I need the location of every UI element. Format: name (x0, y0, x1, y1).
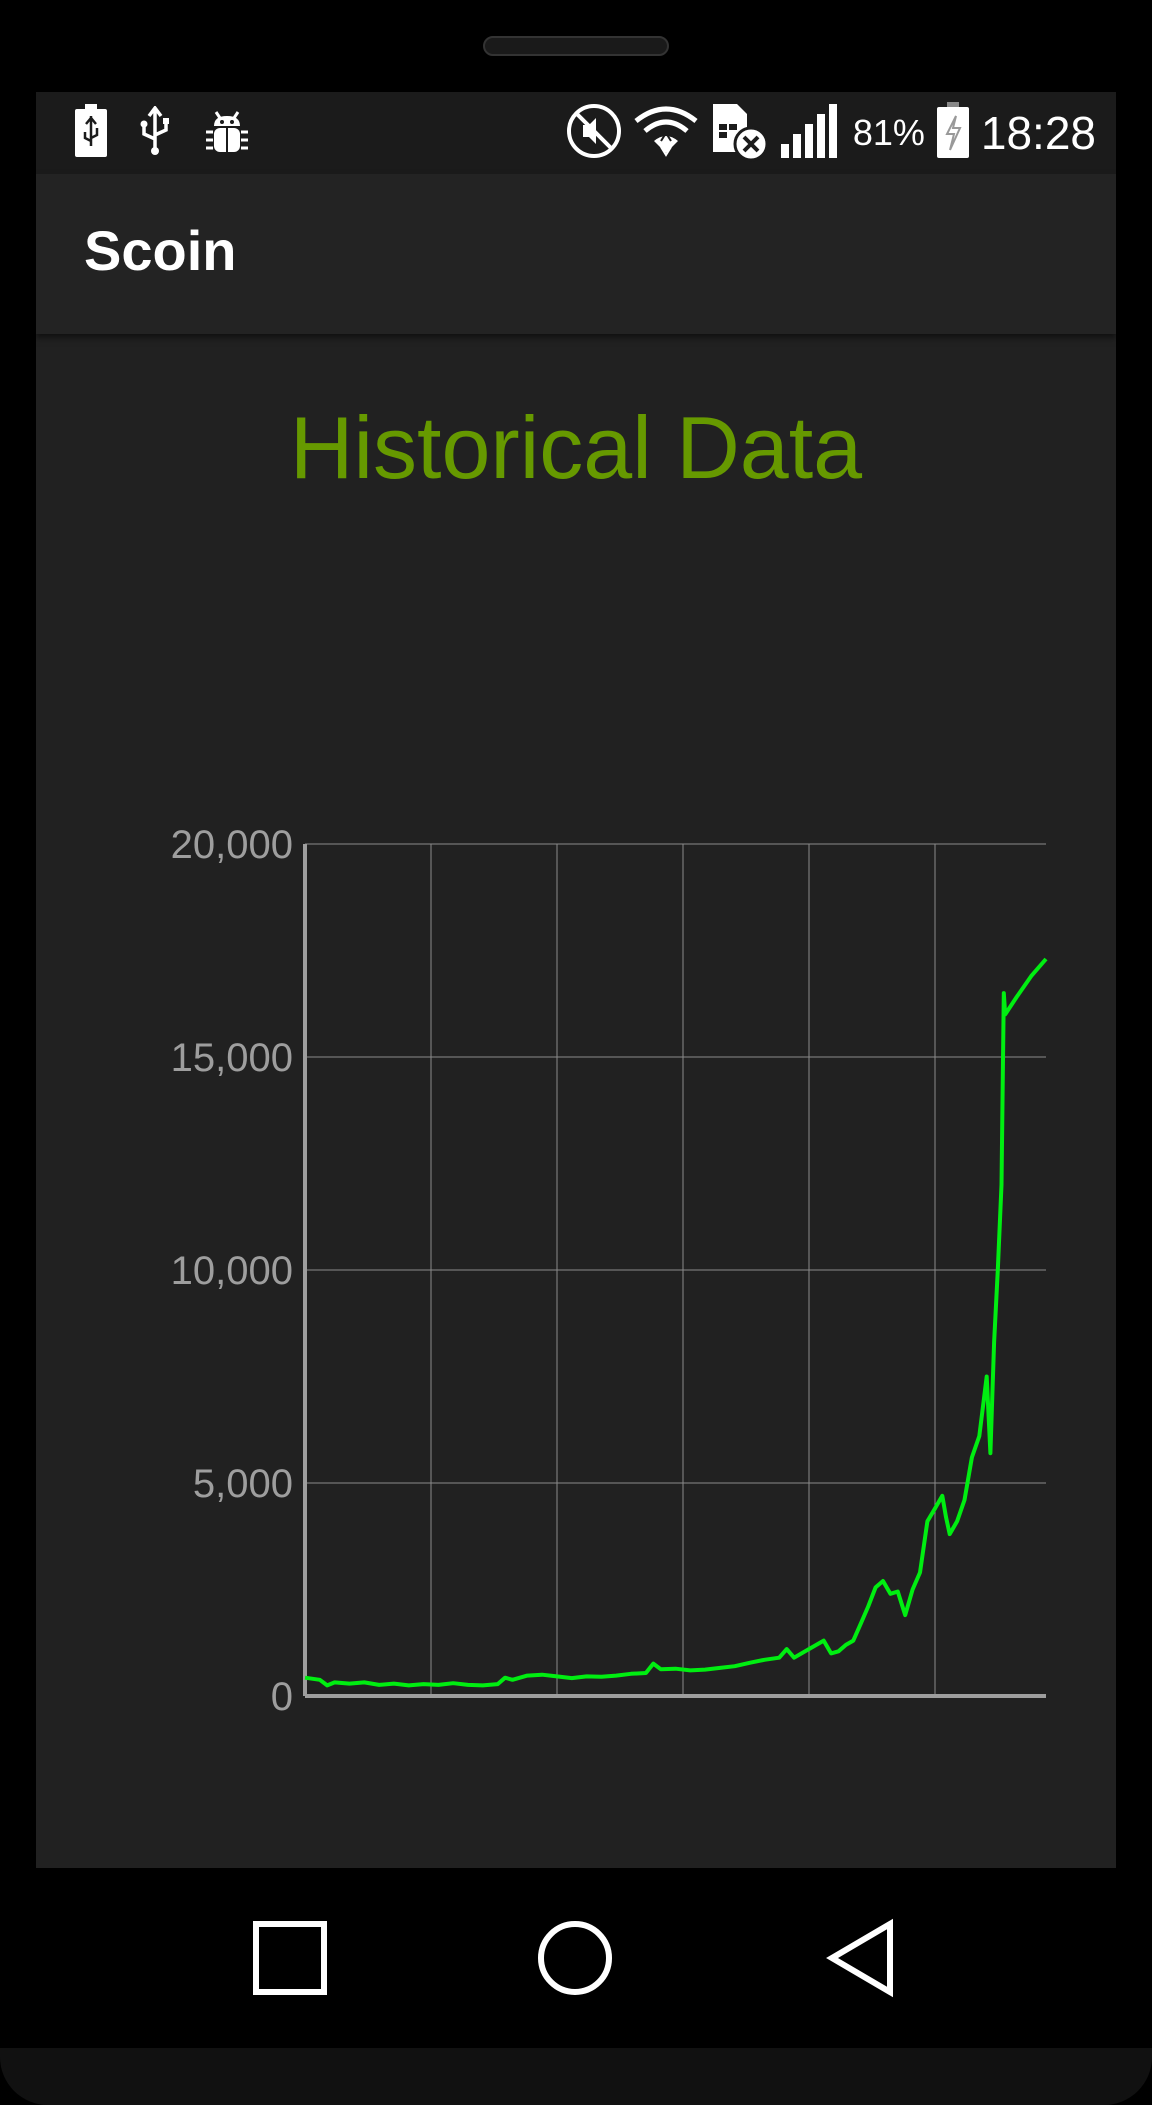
android-debug-icon (202, 106, 252, 160)
battery-charging-icon (74, 104, 108, 162)
speaker-grille (483, 36, 669, 56)
app-toolbar: Scoin (36, 174, 1116, 334)
circle-home-icon (538, 1921, 612, 1995)
historical-price-chart: 20,000 15,000 10,000 5,000 0 (171, 823, 1048, 1719)
clock: 18:28 (980, 107, 1096, 159)
bottom-bezel (0, 2048, 1152, 2105)
battery-percent: 81% (852, 112, 925, 153)
triangle-back-icon (826, 1918, 893, 1998)
wifi-icon (633, 103, 699, 163)
back-button[interactable] (812, 1908, 912, 2008)
screen: 81% 18:28 Scoin Historical Data 20,000 15… (36, 92, 1116, 1868)
y-tick-label: 10,000 (171, 1249, 293, 1293)
mute-icon (565, 102, 623, 164)
usb-icon (138, 105, 172, 160)
navigation-bar (0, 1868, 1152, 2048)
signal-icon (779, 102, 843, 164)
sim-missing-icon (709, 100, 769, 166)
price-series-line (304, 957, 1048, 1688)
y-tick-label: 0 (271, 1675, 293, 1719)
square-recent-apps-icon (253, 1921, 327, 1995)
y-tick-label: 15,000 (171, 1036, 293, 1080)
recent-apps-button[interactable] (240, 1908, 340, 2008)
home-button[interactable] (525, 1908, 625, 2008)
battery-icon (935, 102, 971, 164)
page-heading: Historical Data (289, 398, 863, 497)
y-tick-label: 5,000 (193, 1462, 293, 1506)
status-bar: 81% 18:28 (36, 92, 1116, 174)
y-tick-label: 20,000 (171, 823, 293, 867)
app-title: Scoin (84, 219, 237, 282)
